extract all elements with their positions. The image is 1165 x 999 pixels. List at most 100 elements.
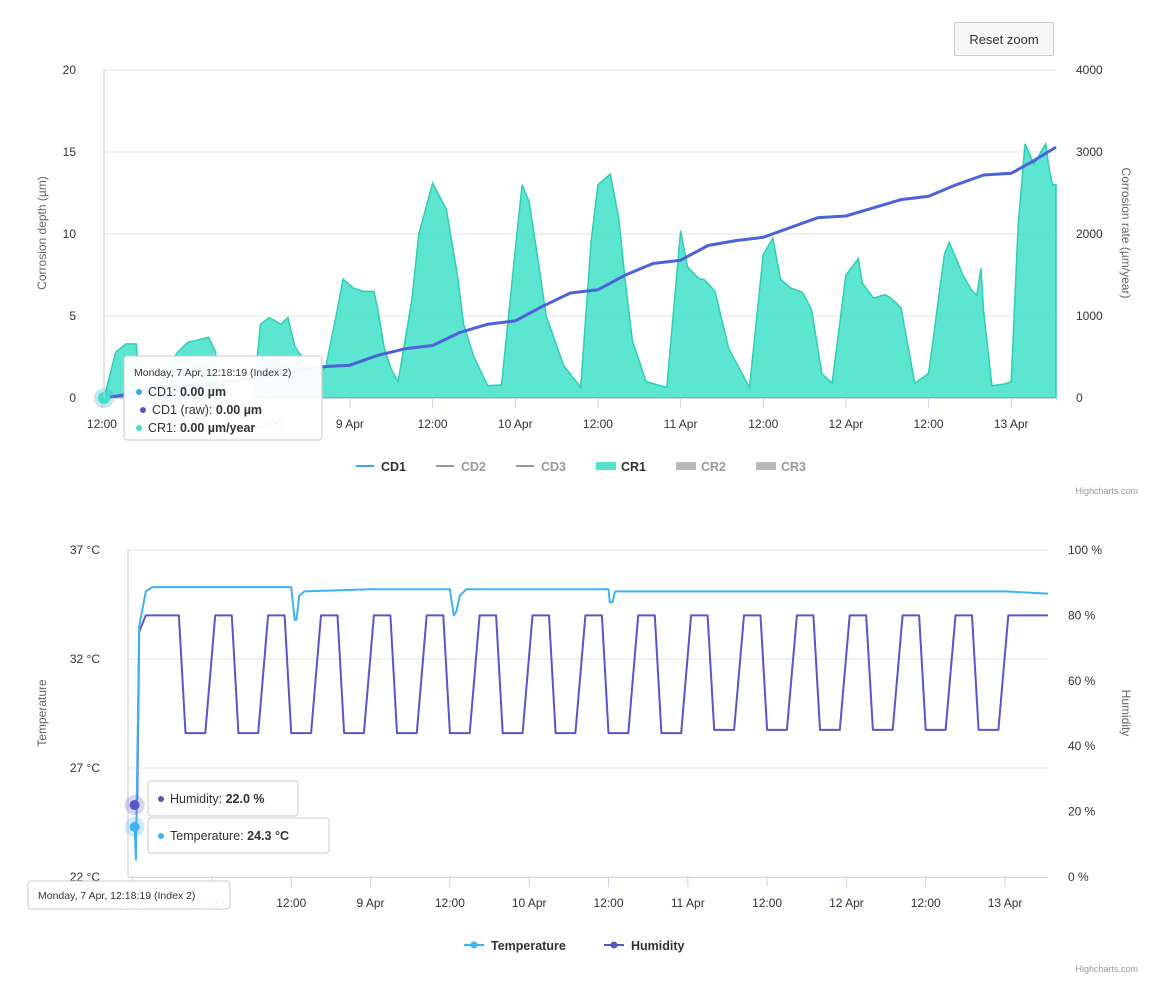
c2-y-left-tick-label: 32 °C bbox=[70, 652, 100, 666]
c2-y-right-tick-label: 60 % bbox=[1068, 674, 1096, 688]
c1-tooltip-dot-cr1 bbox=[136, 425, 142, 431]
humidity-series[interactable] bbox=[133, 614, 1048, 806]
c1-legend-label: CR1 bbox=[621, 460, 646, 474]
c2-tooltip-humidity-dot bbox=[158, 796, 164, 802]
humidity-line[interactable] bbox=[133, 614, 1048, 806]
c2-y-axis-left: 22 °C27 °C32 °C37 °C bbox=[70, 543, 100, 884]
c1-y-right-tick-label: 3000 bbox=[1076, 145, 1103, 159]
c2-tooltip-temperature: Temperature: 24.3 °C bbox=[147, 817, 330, 854]
c2-x-tick-label: 12:00 bbox=[276, 896, 306, 910]
c2-x-tick-label: 11 Apr bbox=[671, 896, 705, 910]
c2-credits[interactable]: Highcharts.com bbox=[1075, 964, 1138, 974]
c1-tooltip-header: Monday, 7 Apr, 12:18:19 (Index 2) bbox=[134, 367, 291, 379]
cr1-area[interactable] bbox=[103, 141, 1057, 399]
c2-legend-marker bbox=[470, 941, 478, 949]
c2-legend-item-temperature[interactable]: Temperature bbox=[464, 939, 566, 953]
c1-tooltip-box bbox=[123, 355, 323, 441]
c1-x-tick-label: 12 Apr bbox=[829, 417, 864, 431]
c1-legend-label: CD2 bbox=[461, 460, 486, 474]
c2-y-right-tick-label: 100 % bbox=[1068, 543, 1102, 557]
c2-y-left-tick-label: 37 °C bbox=[70, 543, 100, 557]
svg-text:Temperature: 24.3 °C: Temperature: 24.3 °C bbox=[170, 829, 289, 843]
c1-legend-item-cr3[interactable]: CR3 bbox=[756, 460, 806, 474]
c1-tooltip-value-cd1: 0.00 µm bbox=[180, 385, 226, 399]
c1-x-tick-label: 12:00 bbox=[914, 417, 944, 431]
c2-y-axis-right: 0 % 20 % 40 % 60 % 80 % 100 % bbox=[1068, 543, 1102, 884]
c1-legend-label: CR3 bbox=[781, 460, 806, 474]
cd1-series[interactable] bbox=[103, 145, 1057, 400]
c2-legend: Temperature Humidity bbox=[464, 939, 685, 953]
c2-y-axis-left-title: Temperature bbox=[35, 679, 49, 747]
svg-text:CD1: 0.00 µm: CD1: 0.00 µm bbox=[148, 385, 226, 399]
c2-tooltip-humidity: Humidity: 22.0 % bbox=[147, 780, 299, 817]
c1-y-right-tick-label: 4000 bbox=[1076, 63, 1103, 77]
c1-y-left-tick-label: 5 bbox=[69, 309, 76, 323]
temperature-line[interactable] bbox=[133, 586, 1049, 861]
c1-x-tick-label: 11 Apr bbox=[664, 417, 698, 431]
c2-hover-humidity-point bbox=[129, 800, 140, 811]
c2-hover-temperature-point bbox=[129, 821, 140, 832]
c1-y-left-tick-label: 0 bbox=[69, 391, 76, 405]
c1-tooltip-dot-cd1-raw bbox=[140, 407, 146, 413]
c2-y-axis-right-title: Humidity bbox=[1119, 690, 1133, 737]
c1-y-left-tick-label: 20 bbox=[63, 63, 77, 77]
c2-legend-item-humidity[interactable]: Humidity bbox=[604, 939, 685, 953]
c1-y-axis-right: 0 1000 2000 3000 4000 bbox=[1076, 63, 1103, 405]
c1-legend-symbol bbox=[596, 462, 616, 470]
c2-y-right-tick-label: 0 % bbox=[1068, 870, 1089, 884]
c2-tooltip-temperature-dot bbox=[158, 833, 164, 839]
c1-y-axis-left: 0 5 10 15 20 bbox=[63, 63, 77, 405]
c2-tooltip-temperature-label: Temperature bbox=[170, 829, 240, 843]
c1-y-left-tick-label: 10 bbox=[63, 227, 77, 241]
c2-x-tick-label: 12:00 bbox=[593, 896, 623, 910]
reset-zoom-button[interactable]: Reset zoom bbox=[954, 22, 1054, 56]
c1-legend-item-cr1[interactable]: CR1 bbox=[596, 460, 646, 474]
c2-tooltip-humidity-box bbox=[147, 780, 299, 817]
c1-y-right-tick-label: 1000 bbox=[1076, 309, 1103, 323]
c2-legend-marker bbox=[610, 941, 618, 949]
c1-tooltip-dot-cd1 bbox=[136, 389, 142, 395]
temperature-series[interactable] bbox=[133, 586, 1049, 861]
c1-tooltip-label-cd1: CD1 bbox=[148, 385, 173, 399]
cd1-line[interactable] bbox=[103, 145, 1057, 400]
c1-y-right-tick-label: 0 bbox=[1076, 391, 1083, 405]
c1-credits[interactable]: Highcharts.com bbox=[1075, 486, 1138, 496]
c2-x-tick-label: 12:00 bbox=[911, 896, 941, 910]
c1-y-axis-right-title: Corrosion rate (µm/year) bbox=[1119, 168, 1133, 299]
c2-legend-label: Humidity bbox=[631, 939, 685, 953]
c2-tooltip-x: Monday, 7 Apr, 12:18:19 (Index 2) bbox=[27, 880, 231, 910]
c1-legend-label: CR2 bbox=[701, 460, 726, 474]
c1-tooltip-label-cd1-raw: CD1 (raw) bbox=[152, 403, 209, 417]
c1-legend-symbol bbox=[756, 462, 776, 470]
cr1-series[interactable] bbox=[103, 141, 1057, 399]
c2-tooltip-humidity-value: 22.0 % bbox=[226, 792, 265, 806]
svg-text:CR1: 0.00 µm/year: CR1: 0.00 µm/year bbox=[148, 421, 255, 435]
c2-x-tick-label: 12:00 bbox=[752, 896, 782, 910]
c2-x-tick-label: 12 Apr bbox=[829, 896, 864, 910]
c2-tooltip-x-label: Monday, 7 Apr, 12:18:19 (Index 2) bbox=[38, 890, 195, 902]
c2-y-left-tick-label: 27 °C bbox=[70, 761, 100, 775]
c2-legend-label: Temperature bbox=[491, 939, 566, 953]
c1-legend-symbol bbox=[676, 462, 696, 470]
c2-y-right-tick-label: 40 % bbox=[1068, 739, 1096, 753]
c2-tooltip-temperature-box bbox=[147, 817, 330, 854]
c1-y-axis-left-title: Corrosion depth (µm) bbox=[35, 176, 49, 290]
svg-text:CD1 (raw): 0.00 µm: CD1 (raw): 0.00 µm bbox=[152, 403, 262, 417]
c2-tooltip-humidity-label: Humidity bbox=[170, 792, 219, 806]
c2-x-tick-label: 13 Apr bbox=[988, 896, 1023, 910]
c1-x-tick-label: 13 Apr bbox=[994, 417, 1029, 431]
c1-x-tick-label: 9 Apr bbox=[336, 417, 364, 431]
c1-x-tick-label: 12:00 bbox=[418, 417, 448, 431]
c1-legend-label: CD3 bbox=[541, 460, 566, 474]
c1-legend-item-cd2[interactable]: CD2 bbox=[436, 460, 486, 474]
c2-tooltip-temperature-value: 24.3 °C bbox=[247, 829, 289, 843]
c1-legend-item-cd1[interactable]: CD1 bbox=[356, 460, 406, 474]
c2-y-right-tick-label: 80 % bbox=[1068, 608, 1096, 622]
c1-legend-item-cd3[interactable]: CD3 bbox=[516, 460, 566, 474]
c1-tooltip-label-cr1: CR1 bbox=[148, 421, 173, 435]
c1-legend-item-cr2[interactable]: CR2 bbox=[676, 460, 726, 474]
c1-x-tick-label: 12:00 bbox=[583, 417, 613, 431]
